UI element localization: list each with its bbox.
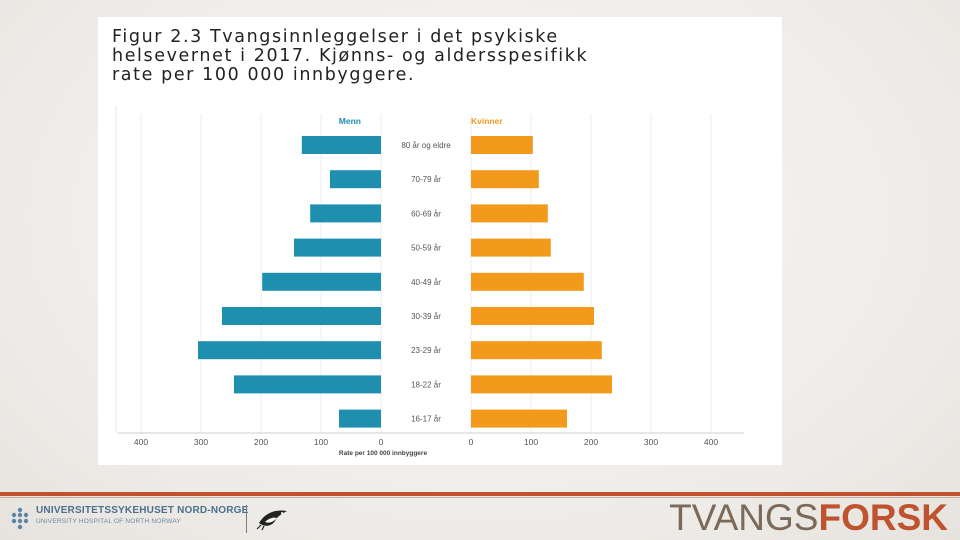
bar-kvinner	[471, 238, 551, 257]
bar-kvinner	[471, 307, 594, 325]
tick-label-left: 100	[314, 437, 328, 447]
bar-menn	[198, 341, 381, 360]
tick-label-right: 100	[524, 437, 538, 447]
category-label: 40-49 år	[411, 278, 441, 287]
category-label: 16-17 år	[411, 415, 441, 424]
hospital-name: UNIVERSITETSSYKEHUSET NORD-NORGE	[36, 505, 249, 516]
bar-kvinner	[471, 375, 612, 394]
population-pyramid-chart: Menn Kvinner 80 år og eldre 70-79 år 60-69 å…	[115, 106, 744, 457]
bar-menn	[262, 272, 381, 291]
category-label: 18-22 år	[411, 380, 441, 389]
category-label: 80 år og eldre	[401, 141, 451, 150]
bar-kvinner	[471, 409, 567, 428]
footer-accent-bar	[0, 492, 960, 496]
tick-label-left: 400	[134, 437, 148, 447]
penguin-bird-icon	[256, 510, 287, 531]
brand-part-2: FORSK	[818, 497, 949, 538]
bar-menn	[330, 170, 381, 189]
figure-title: Figur 2.3 Tvangsinnleggelser i det psyki…	[112, 27, 589, 85]
category-label: 60-69 år	[411, 209, 441, 218]
tick-label-right: 0	[469, 437, 474, 447]
tick-label-left: 300	[194, 437, 208, 447]
bar-kvinner	[471, 272, 584, 291]
bar-menn	[310, 204, 381, 223]
category-label: 30-39 år	[411, 312, 441, 321]
tick-label-right: 300	[644, 437, 658, 447]
bar-menn	[234, 375, 381, 394]
footer-accent-line	[0, 497, 960, 498]
tick-label-left: 200	[254, 437, 268, 447]
bar-menn	[301, 136, 381, 154]
tvangsforsk-logo: TVANGSFORSK	[669, 498, 948, 538]
bar-kvinner	[471, 170, 539, 189]
tick-label-right: 200	[584, 437, 598, 447]
unn-dots-icon	[11, 507, 29, 530]
bar-menn	[339, 409, 381, 428]
legend-menn: Menn	[339, 116, 361, 126]
legend-kvinner: Kvinner	[471, 116, 503, 126]
bar-menn	[222, 307, 381, 325]
tick-label-right: 400	[704, 437, 718, 447]
x-axis-label: Rate per 100 000 innbyggere	[339, 450, 428, 457]
category-label: 23-29 år	[411, 346, 441, 355]
category-label: 50-59 år	[411, 244, 441, 253]
tick-label-left: 0	[379, 437, 384, 447]
hospital-name-english: UNIVERSITY HOSPITAL OF NORTH NORWAY	[36, 518, 181, 525]
category-label: 70-79 år	[411, 175, 441, 184]
bar-kvinner	[471, 204, 548, 223]
bar-kvinner	[471, 341, 602, 360]
bar-menn	[294, 238, 381, 257]
bar-kvinner	[471, 136, 533, 154]
brand-part-1: TVANGS	[669, 497, 819, 538]
figure-card	[98, 17, 782, 465]
footer-divider	[246, 505, 247, 533]
